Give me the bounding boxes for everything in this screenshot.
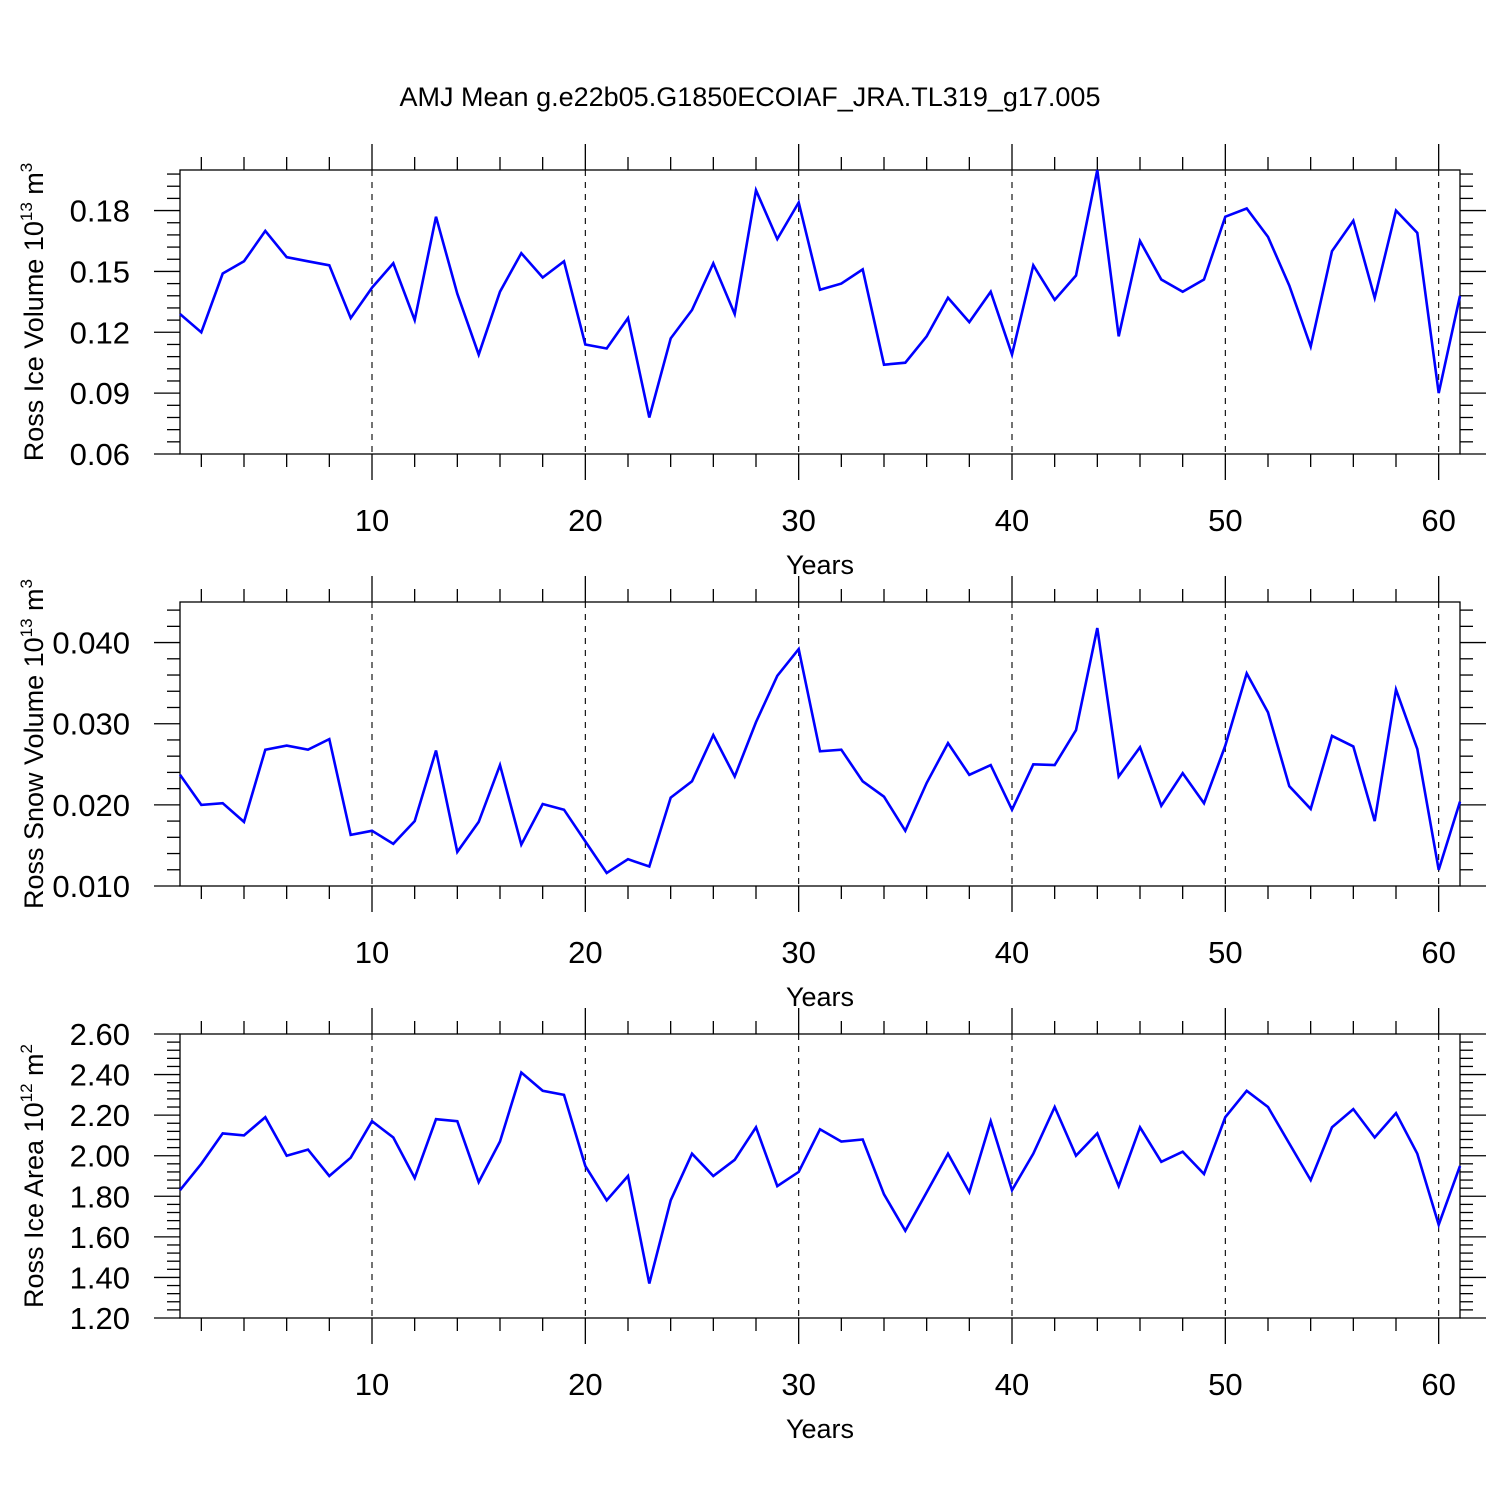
y-tick-label: 1.40 [70, 1260, 130, 1295]
chart-title: AMJ Mean g.e22b05.G1850ECOIAF_JRA.TL319_… [400, 82, 1101, 112]
panel-3: 1.20 1.40 1.60 1.80 2.00 2.20 2.40 2.60 10 20 30 40… [17, 1008, 1486, 1444]
x-tick-label: 30 [781, 503, 815, 538]
x-tick-label: 20 [568, 935, 602, 970]
x-axis-label: Years [786, 1414, 854, 1444]
y-tick-label: 0.12 [70, 315, 130, 350]
y-axis-label: Ross Ice Volume 1013 m3 [17, 163, 49, 462]
y-tick-label: 1.20 [70, 1301, 130, 1336]
x-tick-label: 30 [781, 1367, 815, 1402]
x-tick-label: 20 [568, 503, 602, 538]
x-tick-label: 60 [1421, 1367, 1455, 1402]
plot-frame [179, 1033, 1461, 1319]
x-tick-label: 50 [1208, 935, 1242, 970]
x-tick-label: 60 [1421, 935, 1455, 970]
x-tick-label: 10 [355, 935, 389, 970]
panel-2: 0.010 0.020 0.030 0.040 10 20 30 40 50 60 Years Ros… [17, 576, 1486, 1012]
x-axis-label: Years [786, 550, 854, 580]
x-tick-label: 10 [355, 1367, 389, 1402]
plot-frame [179, 601, 1461, 887]
y-axis-label: Ross Snow Volume 1013 m3 [17, 579, 49, 909]
y-tick-label: 1.80 [70, 1179, 130, 1214]
y-tick-label: 0.06 [70, 437, 130, 472]
y-tick-label: 0.18 [70, 194, 130, 229]
y-tick-label: 1.60 [70, 1220, 130, 1255]
y-tick-label: 0.010 [52, 869, 130, 904]
y-tick-label: 0.030 [52, 707, 130, 742]
series-line [178, 1070, 1462, 1284]
x-tick-label: 40 [995, 503, 1029, 538]
panel-1: 0.06 0.09 0.12 0.15 0.18 10 20 30 40 50 60 Years Ros… [17, 144, 1486, 580]
x-tick-label: 50 [1208, 1367, 1242, 1402]
x-tick-label: 40 [995, 935, 1029, 970]
x-tick-label: 50 [1208, 503, 1242, 538]
y-tick-label: 2.60 [70, 1017, 130, 1052]
y-tick-label: 0.020 [52, 788, 130, 823]
x-axis-label: Years [786, 982, 854, 1012]
x-tick-label: 60 [1421, 503, 1455, 538]
y-tick-label: 0.040 [52, 626, 130, 661]
series-line [179, 169, 1462, 418]
x-tick-label: 30 [781, 935, 815, 970]
y-tick-label: 2.40 [70, 1058, 130, 1093]
y-tick-label: 2.00 [70, 1139, 130, 1174]
y-tick-label: 2.20 [70, 1098, 130, 1133]
x-tick-label: 40 [995, 1367, 1029, 1402]
series-line [178, 627, 1462, 875]
y-tick-label: 0.09 [70, 376, 130, 411]
x-tick-label: 10 [355, 503, 389, 538]
plot-frame [179, 169, 1461, 455]
y-axis-label: Ross Ice Area 1012 m2 [17, 1044, 49, 1308]
x-tick-label: 20 [568, 1367, 602, 1402]
y-tick-label: 0.15 [70, 254, 130, 289]
